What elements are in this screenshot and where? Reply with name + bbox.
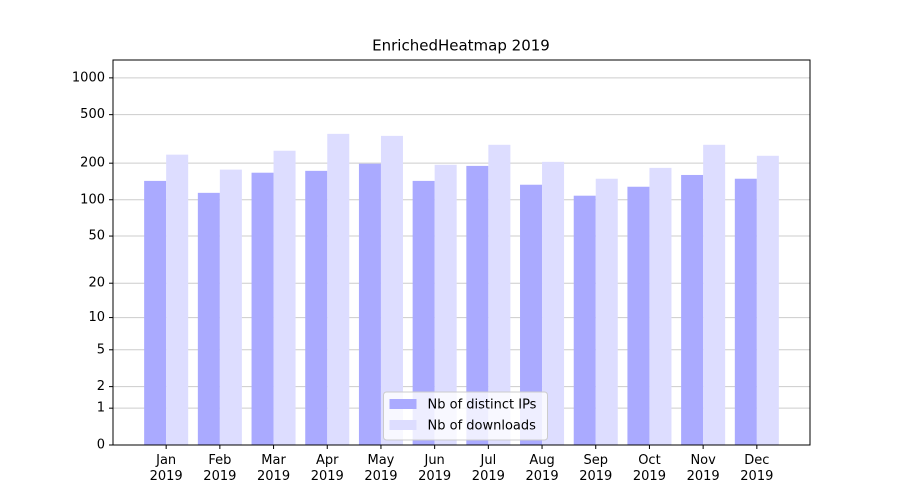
bar [734,178,757,445]
bar [756,155,779,446]
bar [649,167,672,445]
bar [466,165,489,446]
y-tick-label: 2 [97,379,105,394]
x-tick-label: Jun 2019 [418,453,452,484]
y-tick-label: 100 [80,192,105,207]
x-tick-label: Jan 2019 [149,453,183,484]
bar [542,161,565,446]
x-tick-label: Oct 2019 [632,453,666,484]
legend-swatch [389,399,417,409]
bar [358,163,381,445]
x-tick-label: Feb 2019 [203,453,237,484]
y-tick-label: 500 [80,107,105,122]
legend: Nb of distinct IPs Nb of downloads [383,391,548,441]
bar [197,192,220,445]
bar [412,180,435,446]
x-tick-label: Jul 2019 [471,453,505,484]
y-tick-label: 1000 [72,70,105,85]
x-tick-label: Apr 2019 [310,453,344,484]
bar [434,164,457,445]
bar [327,133,350,445]
legend-swatch [389,420,417,430]
y-tick-label: 10 [88,310,105,325]
bar [488,144,511,445]
x-tick-label: Mar 2019 [257,453,291,484]
bar [681,174,704,445]
legend-label: Nb of downloads [428,419,537,434]
x-tick-label: Nov 2019 [686,453,720,484]
y-tick-label: 20 [88,276,105,291]
x-tick-label: Sep 2019 [579,453,613,484]
legend-label: Nb of distinct IPs [428,398,537,413]
plot-frame [112,59,811,446]
x-tick-label: May 2019 [364,453,398,484]
chart-title: EnrichedHeatmap 2019 [372,37,550,55]
bar [251,172,274,445]
x-tick-label: Dec 2019 [740,453,774,484]
bar [520,184,543,445]
y-tick-label: 200 [80,156,105,171]
x-tick-label: Aug 2019 [525,453,559,484]
y-tick-label: 1 [97,401,105,416]
bar [219,169,242,445]
bar [273,150,296,445]
bar [627,186,650,445]
y-tick-label: 5 [97,342,105,357]
legend-box [383,391,548,441]
y-tick-label: 0 [97,438,105,453]
bar [703,144,726,445]
bar [573,195,596,445]
bar [595,178,618,445]
y-tick-label: 50 [88,229,105,244]
bar [305,170,328,445]
bar [166,154,189,445]
bar [144,180,167,446]
bar [380,135,403,445]
